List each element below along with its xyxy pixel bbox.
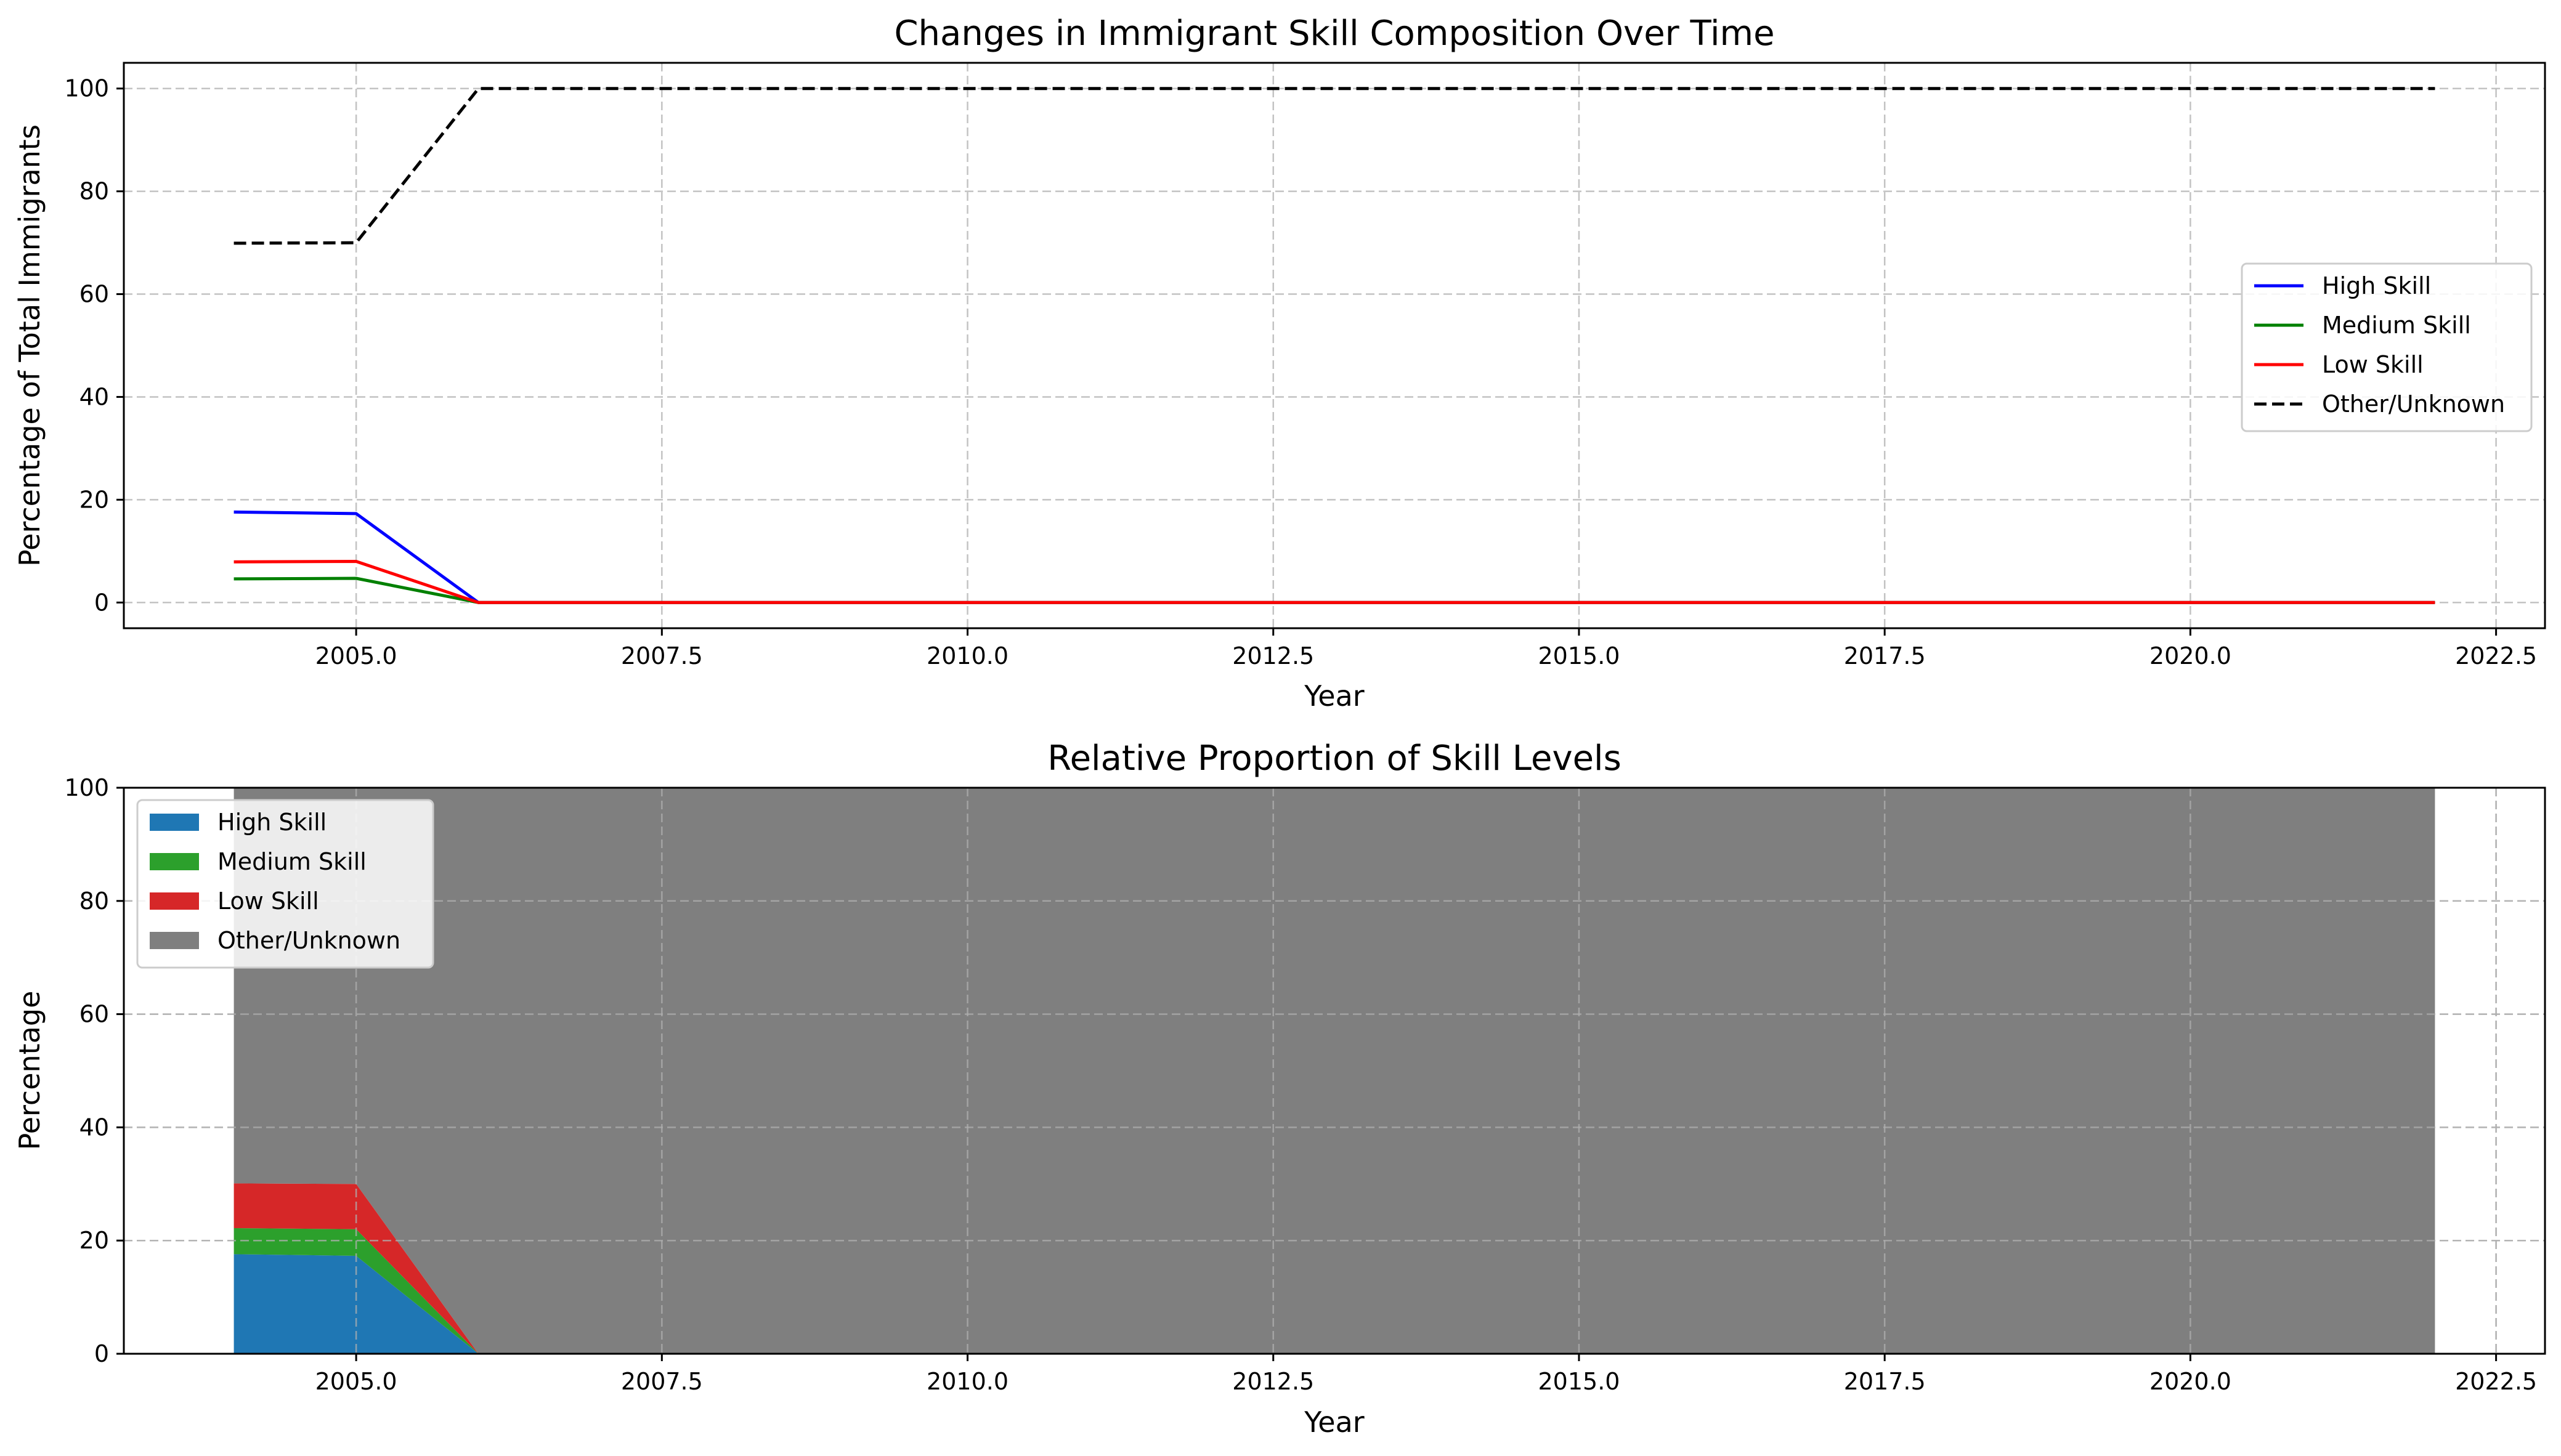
area-chart-x-tick-label: 2020.0 — [2149, 1368, 2231, 1395]
area-chart-y-tick-label: 0 — [94, 1340, 109, 1367]
area-chart-y-label: Percentage — [13, 991, 46, 1151]
area-chart-x-tick-label: 2007.5 — [621, 1368, 703, 1395]
line-chart-x-tick-label: 2005.0 — [315, 642, 397, 669]
area-chart: Relative Proportion of Skill Levels 2005… — [13, 738, 2546, 1439]
area-chart-x-tick-label: 2017.5 — [1844, 1368, 1926, 1395]
area-chart-x-tick-label: 2015.0 — [1538, 1368, 1620, 1395]
legend-swatch-high-skill — [150, 814, 199, 831]
legend-label-other-unknown: Other/Unknown — [2322, 390, 2505, 418]
line-chart-x-tick-label: 2010.0 — [927, 642, 1009, 669]
line-chart-x-tick-label: 2017.5 — [1844, 642, 1926, 669]
area-chart-y-tick-label: 80 — [79, 888, 109, 915]
line-chart-legend: High Skill Medium Skill Low Skill Other/Unk… — [2241, 262, 2533, 432]
line-chart-x-tick-label: 2012.5 — [1232, 642, 1314, 669]
area-chart-x-tick-label: 2012.5 — [1232, 1368, 1314, 1395]
line-series-other-unknown — [233, 87, 2435, 245]
legend-label-medium-skill: Medium Skill — [217, 848, 367, 875]
line-chart-x-tick-label: 2015.0 — [1538, 642, 1620, 669]
line-series-low-skill — [233, 560, 2435, 604]
legend-box — [2241, 262, 2533, 432]
legend-label-medium-skill: Medium Skill — [2322, 312, 2471, 339]
legend-label-other-unknown: Other/Unknown — [217, 927, 400, 954]
area-chart-series — [233, 788, 2435, 1354]
line-chart-y-tick-label: 100 — [64, 75, 109, 102]
legend-swatch-other-unknown — [150, 932, 199, 949]
line-chart-y-tick-label: 20 — [79, 486, 109, 513]
line-chart-grid — [124, 63, 2545, 628]
area-chart-title: Relative Proportion of Skill Levels — [1047, 738, 1621, 779]
line-chart: Changes in Immigrant Skill Composition O… — [13, 14, 2546, 713]
line-chart-x-tick-label: 2020.0 — [2149, 642, 2231, 669]
area-chart-y-tick-label: 60 — [79, 1001, 109, 1028]
area-chart-x-tick-label: 2010.0 — [927, 1368, 1009, 1395]
area-series-other-unknown — [233, 788, 2435, 1354]
area-chart-ticks: 2005.0 2007.5 2010.0 2012.5 2015.0 2017.5 2020… — [64, 774, 2537, 1395]
area-chart-x-tick-label: 2022.5 — [2455, 1368, 2537, 1395]
area-chart-x-tick-label: 2005.0 — [315, 1368, 397, 1395]
area-series-high-skill — [233, 1254, 2435, 1354]
legend-box — [136, 799, 434, 969]
legend-label-low-skill: Low Skill — [2322, 351, 2424, 378]
line-chart-y-tick-label: 80 — [79, 178, 109, 205]
line-chart-y-tick-label: 0 — [94, 589, 109, 616]
line-chart-x-tick-label: 2022.5 — [2455, 642, 2537, 669]
line-chart-title: Changes in Immigrant Skill Composition O… — [894, 14, 1774, 54]
line-chart-series — [233, 87, 2435, 604]
legend-label-high-skill: High Skill — [217, 809, 327, 836]
line-chart-x-label: Year — [1304, 679, 1364, 713]
line-chart-y-tick-label: 40 — [79, 383, 109, 410]
line-chart-frame — [123, 62, 2546, 629]
area-chart-legend: High Skill Medium Skill Low Skill Other/Unk… — [136, 799, 434, 969]
area-chart-y-tick-label: 20 — [79, 1227, 109, 1254]
line-chart-y-tick-label: 60 — [79, 281, 109, 308]
line-series-medium-skill — [233, 576, 2435, 604]
line-series-high-skill — [233, 510, 2435, 604]
line-chart-y-label: Percentage of Total Immigrants — [13, 124, 46, 567]
legend-label-low-skill: Low Skill — [217, 888, 319, 915]
line-chart-x-tick-label: 2007.5 — [621, 642, 703, 669]
area-chart-frame — [123, 787, 2546, 1355]
area-chart-x-label: Year — [1304, 1405, 1364, 1439]
legend-swatch-medium-skill — [150, 853, 199, 870]
legend-swatch-low-skill — [150, 892, 199, 910]
area-chart-y-tick-label: 100 — [64, 774, 109, 801]
area-chart-y-tick-label: 40 — [79, 1114, 109, 1141]
legend-label-high-skill: High Skill — [2322, 272, 2431, 299]
line-chart-ticks: 2005.0 2007.5 2010.0 2012.5 2015.0 2017.5 2020… — [64, 75, 2537, 669]
